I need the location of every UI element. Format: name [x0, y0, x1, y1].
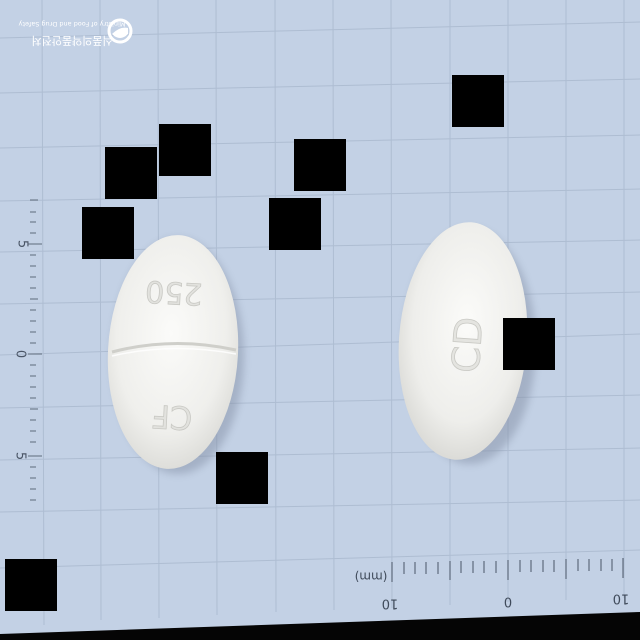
logo-swirl-icon: [112, 27, 128, 38]
bottom-ruler: [391, 558, 624, 582]
bottom-ruler-label-middle: 0: [504, 594, 512, 609]
redaction-block: [269, 198, 321, 250]
pill-right-imprint: CD: [444, 315, 492, 374]
left-ruler: [28, 199, 42, 501]
redaction-block: [82, 207, 134, 259]
redaction-block: [159, 124, 211, 176]
redaction-block: [216, 452, 268, 504]
pill-left: [107, 235, 239, 469]
pill-left-score-line: [111, 342, 237, 354]
redaction-block: [452, 75, 504, 127]
pill-left-imprint-bottom: CF: [151, 397, 194, 437]
pill-left-imprint-top: 250: [144, 273, 203, 311]
agency-logo: [107, 18, 133, 44]
left-ruler-label-top: 5: [15, 240, 30, 248]
bottom-ruler-label-right: 10: [613, 591, 630, 606]
redaction-block: [503, 318, 555, 370]
pill-right: [398, 222, 528, 460]
logo-emblem-icon: [107, 18, 133, 44]
logo-name-english: Ministry of Food and Drug Safety: [18, 20, 125, 28]
redaction-block: [105, 147, 157, 199]
grid-lines: [0, 0, 640, 626]
bottom-ruler-label-left: 10: [382, 596, 399, 611]
photo-edge-shadow: [0, 612, 640, 640]
redaction-block: [5, 559, 57, 611]
logo-name-korean: 식품의약품안전처: [32, 34, 113, 48]
redaction-block: [294, 139, 346, 191]
left-ruler-label-bottom: 5: [13, 452, 28, 460]
left-ruler-label-middle: 0: [13, 350, 28, 358]
bottom-ruler-unit: (mm): [355, 570, 388, 584]
